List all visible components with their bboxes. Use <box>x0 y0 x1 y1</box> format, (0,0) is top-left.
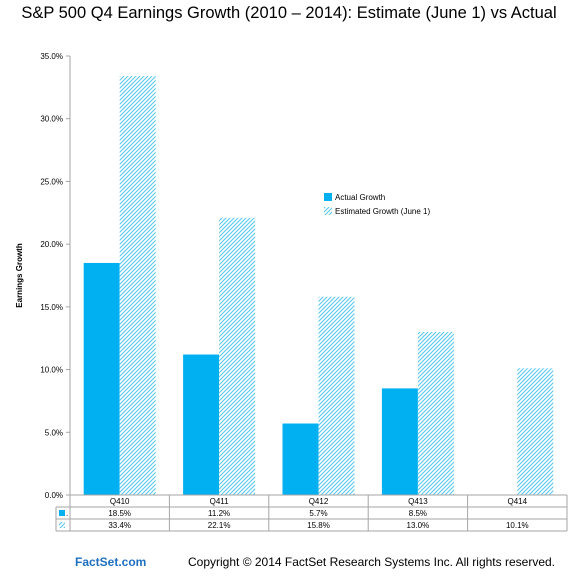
legend-label-actual: Actual Growth <box>335 193 385 202</box>
y-tick-label: 15.0% <box>40 303 63 312</box>
y-tick-label: 30.0% <box>40 115 63 124</box>
bar-estimated <box>119 76 156 495</box>
x-category-label: Q413 <box>408 497 428 506</box>
data-label: 5.7% <box>309 509 327 518</box>
data-label: 33.4% <box>108 521 131 530</box>
y-tick-label: 10.0% <box>40 366 63 375</box>
y-tick-label: 25.0% <box>40 177 63 186</box>
bar-estimated <box>417 331 454 495</box>
table-marker-actual <box>59 510 65 516</box>
legend-label-estimated: Estimated Growth (June 1) <box>335 207 430 216</box>
table-row-marker-text: . <box>66 509 68 518</box>
data-label: 13.0% <box>407 521 430 530</box>
bar-estimated <box>219 217 256 495</box>
data-label: 15.8% <box>307 521 330 530</box>
data-label: 8.5% <box>409 509 427 518</box>
bar-actual <box>83 262 120 495</box>
y-tick-label: 20.0% <box>40 240 63 249</box>
footer-brand[interactable]: FactSet.com <box>75 555 147 569</box>
legend-swatch-actual <box>324 193 332 201</box>
x-category-label: Q414 <box>508 497 528 506</box>
y-axis-label: Earnings Growth <box>15 243 24 308</box>
x-category-label: Q411 <box>210 497 230 506</box>
bar-actual <box>282 423 319 495</box>
y-tick-label: 0.0% <box>45 491 63 500</box>
bar-actual <box>183 354 220 495</box>
y-tick-label: 35.0% <box>40 52 63 61</box>
data-label: 18.5% <box>108 509 131 518</box>
bar-estimated <box>517 368 554 495</box>
data-label: 10.1% <box>506 521 529 530</box>
bar-actual <box>381 388 418 495</box>
legend-swatch-estimated <box>324 207 332 215</box>
footer-copyright: Copyright © 2014 FactSet Research System… <box>188 555 555 569</box>
data-label: 22.1% <box>208 521 231 530</box>
y-tick-label: 5.0% <box>45 428 63 437</box>
x-category-label: Q412 <box>309 497 329 506</box>
bar-estimated <box>318 296 355 495</box>
chart-title: S&P 500 Q4 Earnings Growth (2010 – 2014)… <box>21 4 557 22</box>
x-category-label: Q410 <box>110 497 130 506</box>
table-marker-estimated <box>59 522 65 528</box>
data-label: 11.2% <box>208 509 230 518</box>
